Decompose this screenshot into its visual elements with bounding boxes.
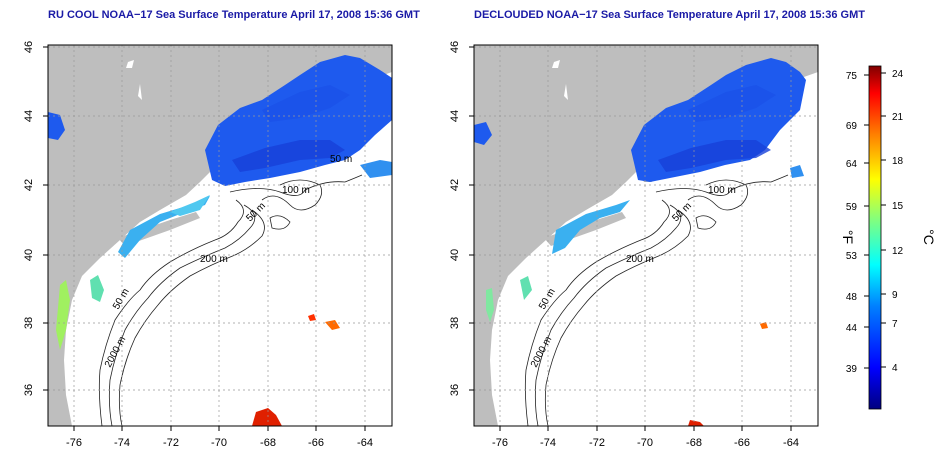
contour-label: 200 m (200, 254, 228, 265)
x-tick-label: -64 (783, 437, 799, 449)
temperature-colorbar: 75 69 64 59 53 48 44 39 24 21 18 15 12 9… (840, 65, 937, 410)
x-tick-label: -68 (260, 437, 276, 449)
colorbar-c-tick: 15 (892, 201, 904, 212)
y-tick-label: 40 (23, 249, 35, 261)
x-tick-label: -66 (308, 437, 324, 449)
colorbar-unit-fahrenheit: °F (840, 230, 856, 244)
colorbar-f-tick: 69 (846, 121, 858, 132)
x-tick-label: -76 (492, 437, 508, 449)
right-map-panel: 100 m 50 m 200 m 50 m 2000 m (449, 41, 819, 449)
x-tick-label: -74 (114, 437, 130, 449)
y-tick-label: 44 (449, 110, 461, 122)
contour-label: 100 m (708, 185, 736, 196)
y-tick-label: 42 (449, 179, 461, 191)
x-tick-label: -66 (734, 437, 750, 449)
x-tick-label: -70 (637, 437, 653, 449)
colorbar-c-tick: 21 (892, 112, 904, 123)
map-frame (47, 44, 393, 427)
colorbar-f-tick: 44 (846, 323, 858, 334)
x-tick-label: -64 (357, 437, 373, 449)
contour-label: 100 m (282, 185, 310, 196)
land-mass (48, 45, 392, 426)
map-frame (473, 44, 819, 427)
y-tick-label: 36 (449, 384, 461, 396)
y-tick-label: 46 (449, 41, 461, 53)
land-mass (474, 45, 818, 426)
colorbar-f-tick: 39 (846, 364, 858, 375)
x-tick-label: -76 (66, 437, 82, 449)
y-tick-label: 42 (23, 179, 35, 191)
x-tick-label: -72 (163, 437, 179, 449)
colorbar-c-tick: 9 (892, 290, 898, 301)
colorbar-f-tick: 59 (846, 202, 858, 213)
x-tick-label: -70 (211, 437, 227, 449)
y-tick-label: 36 (23, 384, 35, 396)
colorbar-f-tick: 75 (846, 71, 858, 82)
y-tick-label: 44 (23, 110, 35, 122)
contour-label: 200 m (626, 254, 654, 265)
colorbar-c-tick: 4 (892, 363, 898, 374)
y-tick-label: 38 (23, 317, 35, 329)
colorbar-c-tick: 24 (892, 69, 904, 80)
x-tick-label: -68 (686, 437, 702, 449)
colorbar-unit-celsius: °C (921, 229, 937, 245)
colorbar-c-tick: 12 (892, 246, 904, 257)
contour-label: 50 m (330, 154, 352, 165)
colorbar-c-tick: 18 (892, 156, 904, 167)
x-tick-label: -74 (540, 437, 556, 449)
colorbar-gradient (868, 65, 882, 410)
colorbar-f-tick: 64 (846, 159, 858, 170)
colorbar-f-tick: 53 (846, 251, 858, 262)
left-map-title: RU COOL NOAA−17 Sea Surface Temperature … (48, 9, 420, 21)
right-map-title: DECLOUDED NOAA−17 Sea Surface Temperatur… (474, 9, 865, 21)
y-tick-label: 40 (449, 249, 461, 261)
y-tick-label: 38 (449, 317, 461, 329)
colorbar-f-tick: 48 (846, 292, 858, 303)
y-tick-label: 46 (23, 41, 35, 53)
x-tick-label: -72 (589, 437, 605, 449)
colorbar-c-tick: 7 (892, 319, 898, 330)
left-map-panel: 100 m 50 m 200 m 50 m 2000 m 50 m (23, 41, 393, 449)
